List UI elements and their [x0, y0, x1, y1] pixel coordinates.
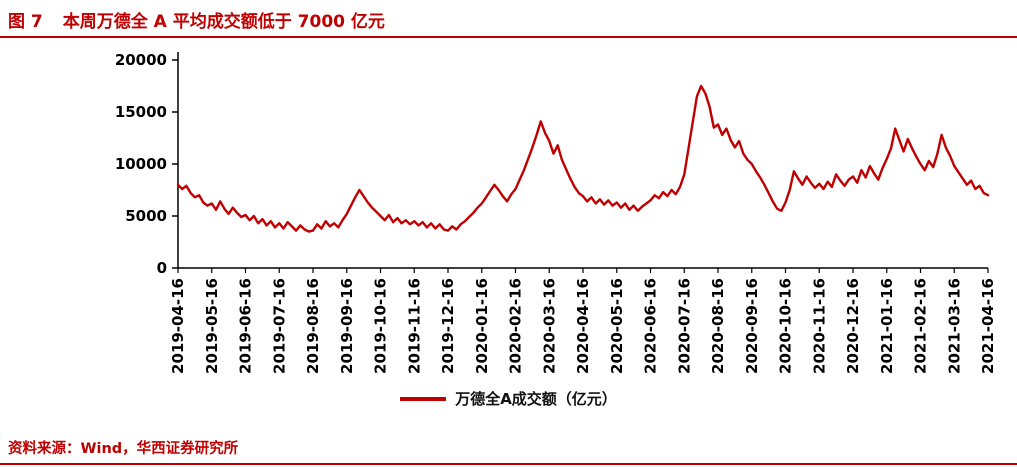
x-tick-label: 2020-07-16	[675, 278, 693, 374]
x-tick-label: 2020-03-16	[540, 278, 558, 374]
y-tick-label: 10000	[115, 155, 167, 173]
x-tick-label: 2021-04-16	[979, 278, 997, 374]
x-tick-label: 2021-02-16	[912, 278, 930, 374]
series-line	[176, 84, 990, 233]
x-tick-label: 2020-01-16	[473, 278, 491, 374]
x-tick-label: 2019-04-16	[169, 278, 187, 374]
x-tick-label: 2020-12-16	[844, 278, 862, 374]
y-tick-label: 5000	[125, 207, 167, 225]
x-tick-label: 2020-10-16	[777, 278, 795, 374]
y-tick-label: 20000	[115, 51, 167, 69]
x-tick-label: 2019-07-16	[270, 278, 288, 374]
x-tick-label: 2019-11-16	[405, 278, 423, 374]
x-tick-label: 2020-11-16	[810, 278, 828, 374]
title-divider	[0, 36, 1017, 38]
legend-series-label: 万德全A成交额（亿元）	[455, 390, 617, 408]
turnover-line-chart: 0 5000 10000 15000 20000 2019-04-16 2019-05-16…	[115, 51, 997, 374]
x-tick-label: 2021-01-16	[878, 278, 896, 374]
x-tick-label: 2020-02-16	[507, 278, 525, 374]
x-tick-label: 2021-03-16	[945, 278, 963, 374]
chart-legend: 万德全A成交额（亿元）	[0, 388, 1017, 409]
data-source-note: 资料来源：Wind，华西证券研究所	[8, 441, 239, 457]
y-tick-label: 15000	[115, 103, 167, 121]
x-tick-label: 2019-08-16	[304, 278, 322, 374]
x-tick-label: 2020-04-16	[574, 278, 592, 374]
x-tick-label: 2020-05-16	[608, 278, 626, 374]
x-tick-label: 2019-09-16	[338, 278, 356, 374]
figure-title: 本周万德全 A 平均成交额低于 7000 亿元	[62, 12, 385, 32]
figure-number: 图 7	[8, 12, 43, 32]
x-tick-label: 2019-10-16	[372, 278, 390, 374]
x-tick-label: 2019-12-16	[439, 278, 457, 374]
legend-line-marker	[400, 396, 447, 401]
x-tick-label: 2020-09-16	[743, 278, 761, 374]
x-tick-label: 2019-05-16	[203, 278, 221, 374]
y-tick-label: 0	[157, 259, 167, 277]
figure-header: 图 7 本周万德全 A 平均成交额低于 7000 亿元	[8, 7, 385, 32]
x-tick-label: 2020-06-16	[642, 278, 660, 374]
bottom-divider	[0, 463, 1017, 465]
x-tick-label: 2019-06-16	[237, 278, 255, 374]
x-tick-label: 2020-08-16	[709, 278, 727, 374]
